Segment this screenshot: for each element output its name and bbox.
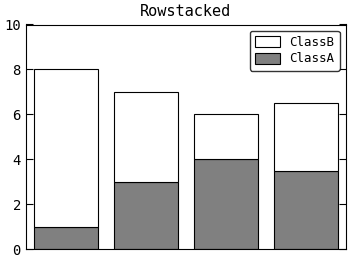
- Bar: [194, 159, 258, 249]
- Bar: [194, 114, 258, 159]
- Bar: [114, 92, 178, 182]
- Bar: [34, 227, 98, 249]
- Bar: [274, 103, 338, 171]
- Bar: [274, 171, 338, 249]
- Title: Rowstacked: Rowstacked: [140, 4, 231, 19]
- Bar: [34, 69, 98, 227]
- Bar: [114, 182, 178, 249]
- Legend: ClassB, ClassA: ClassB, ClassA: [250, 31, 340, 70]
